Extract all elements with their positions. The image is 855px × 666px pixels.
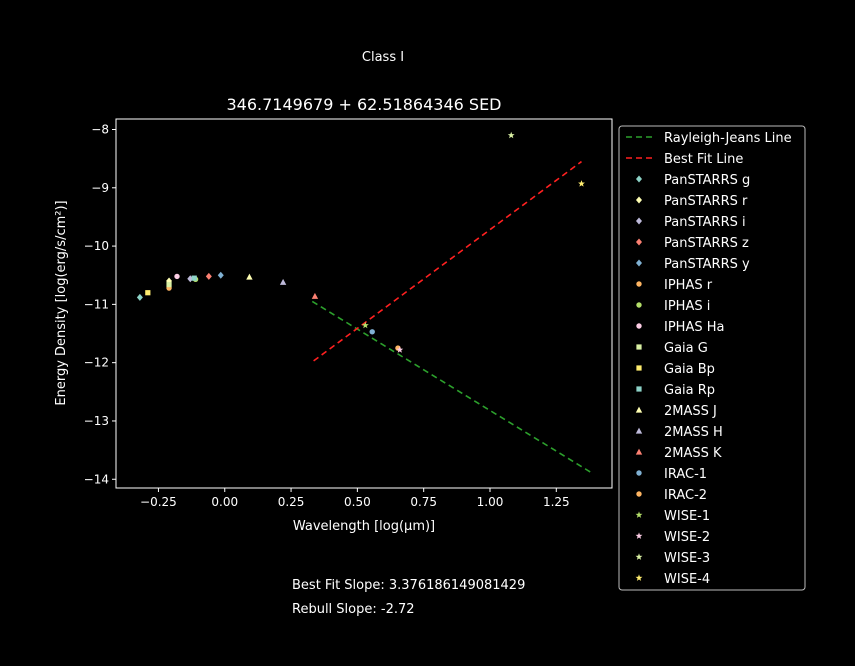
point-iphas-ha	[174, 273, 180, 280]
x-tick-label: 0.25	[278, 495, 305, 509]
legend-swatch-2mass-k	[635, 448, 643, 455]
legend-swatch-panstarrs-g	[636, 175, 642, 183]
legend-frame	[618, 125, 806, 591]
y-tick-label: −11	[84, 297, 109, 311]
y-tick-label: −12	[84, 356, 109, 370]
y-axis-ticks: −8 −9 −10 −11 −12 −13 −14	[84, 122, 116, 486]
y-tick-label: −13	[84, 414, 109, 428]
point-wise-1	[361, 321, 369, 329]
legend-label-rayleigh-jeans-line: Rayleigh-Jeans Line	[664, 131, 792, 146]
x-tick-label: 1.00	[477, 495, 504, 509]
legend-label-panstarrs-y: PanSTARRS y	[664, 257, 750, 272]
chart-title: 346.7149679 + 62.51864346 SED	[226, 95, 501, 114]
legend-label-gaia-bp: Gaia Bp	[664, 362, 715, 377]
y-tick-label: −9	[91, 181, 109, 195]
legend-swatch-panstarrs-r	[636, 196, 642, 204]
legend: Rayleigh-Jeans Line Best Fit Line PanSTARR…	[618, 125, 806, 591]
plot-axes: −0.25 0.00 0.25 0.50 0.75 1.00 1.25 −8 −9 −10 −11…	[84, 118, 613, 509]
point-panstarrs-g	[136, 293, 143, 301]
legend-swatch-wise-2	[635, 532, 643, 539]
legend-label-iphas-ha: IPHAS Ha	[664, 320, 724, 335]
y-tick-label: −8	[91, 122, 109, 136]
y-axis-label: Energy Density [log(erg/s/cm²)]	[54, 200, 69, 405]
fit-lines	[311, 160, 592, 473]
legend-label-panstarrs-z: PanSTARRS z	[664, 236, 749, 251]
point-irac-1	[369, 329, 375, 335]
legend-swatch-irac-1	[636, 470, 642, 476]
x-axis-label: Wavelength [log(μm)]	[293, 519, 435, 534]
legend-label-best-fit-line: Best Fit Line	[664, 152, 743, 167]
point-panstarrs-y	[217, 271, 224, 279]
legend-swatch-2mass-j	[635, 406, 643, 413]
point-2mass-h	[279, 278, 287, 285]
rebull-slope-text: Rebull Slope: -2.72	[292, 602, 415, 617]
legend-swatch-gaia-rp	[636, 386, 642, 392]
y-tick-label: −10	[84, 239, 109, 253]
x-tick-label: 0.00	[211, 495, 238, 509]
legend-swatch-iphas-ha	[636, 323, 642, 329]
legend-label-panstarrs-r: PanSTARRS r	[664, 194, 748, 209]
point-gaia-g	[166, 281, 172, 288]
legend-swatch-iphas-r	[636, 281, 642, 287]
legend-label-irac-2: IRAC-2	[664, 488, 707, 503]
legend-label-gaia-rp: Gaia Rp	[664, 383, 715, 398]
point-2mass-j	[246, 273, 253, 280]
x-tick-label: 1.25	[543, 495, 570, 509]
x-tick-label: −0.25	[140, 495, 177, 509]
legend-swatch-wise-1	[635, 511, 643, 518]
legend-swatch-iphas-i	[636, 302, 642, 308]
legend-label-iphas-i: IPHAS i	[664, 299, 710, 314]
legend-swatch-irac-2	[636, 491, 642, 497]
best-fit-line	[313, 160, 582, 362]
legend-label-wise-4: WISE-4	[664, 572, 710, 587]
point-2mass-k	[311, 292, 319, 299]
legend-swatch-panstarrs-z	[636, 238, 642, 246]
point-wise-3	[507, 131, 515, 139]
best-fit-slope-text: Best Fit Slope: 3.376186149081429	[292, 578, 525, 593]
legend-label-2mass-k: 2MASS K	[664, 446, 722, 461]
y-tick-label: −14	[84, 472, 109, 486]
legend-label-2mass-h: 2MASS H	[664, 425, 723, 440]
legend-label-wise-2: WISE-2	[664, 530, 710, 545]
legend-swatch-gaia-g	[636, 344, 642, 350]
point-wise-4	[578, 180, 585, 187]
legend-label-iphas-r: IPHAS r	[664, 278, 713, 293]
legend-label-panstarrs-g: PanSTARRS g	[664, 173, 750, 188]
figure-suptitle: Class I	[362, 50, 404, 65]
plot-area-frame	[115, 118, 613, 489]
data-points	[136, 131, 585, 353]
legend-swatch-wise-4	[635, 574, 643, 581]
legend-label-irac-1: IRAC-1	[664, 467, 707, 482]
point-panstarrs-z	[205, 272, 212, 280]
legend-label-gaia-g: Gaia G	[664, 341, 708, 356]
point-gaia-bp	[145, 290, 151, 296]
point-gaia-rp	[191, 275, 197, 281]
legend-swatch-gaia-bp	[636, 365, 642, 371]
x-tick-label: 0.50	[344, 495, 371, 509]
point-wise-2	[396, 346, 404, 353]
legend-swatch-wise-3	[635, 553, 643, 560]
legend-label-wise-3: WISE-3	[664, 551, 710, 566]
legend-label-2mass-j: 2MASS J	[664, 404, 717, 419]
legend-swatch-panstarrs-y	[636, 259, 642, 267]
x-axis-ticks: −0.25 0.00 0.25 0.50 0.75 1.00 1.25	[140, 488, 570, 509]
legend-swatch-2mass-h	[635, 427, 643, 434]
legend-label-panstarrs-i: PanSTARRS i	[664, 215, 746, 230]
legend-label-wise-1: WISE-1	[664, 509, 710, 524]
legend-swatch-panstarrs-i	[636, 217, 642, 225]
rayleigh-jeans-line	[311, 300, 592, 473]
x-tick-label: 0.75	[410, 495, 437, 509]
